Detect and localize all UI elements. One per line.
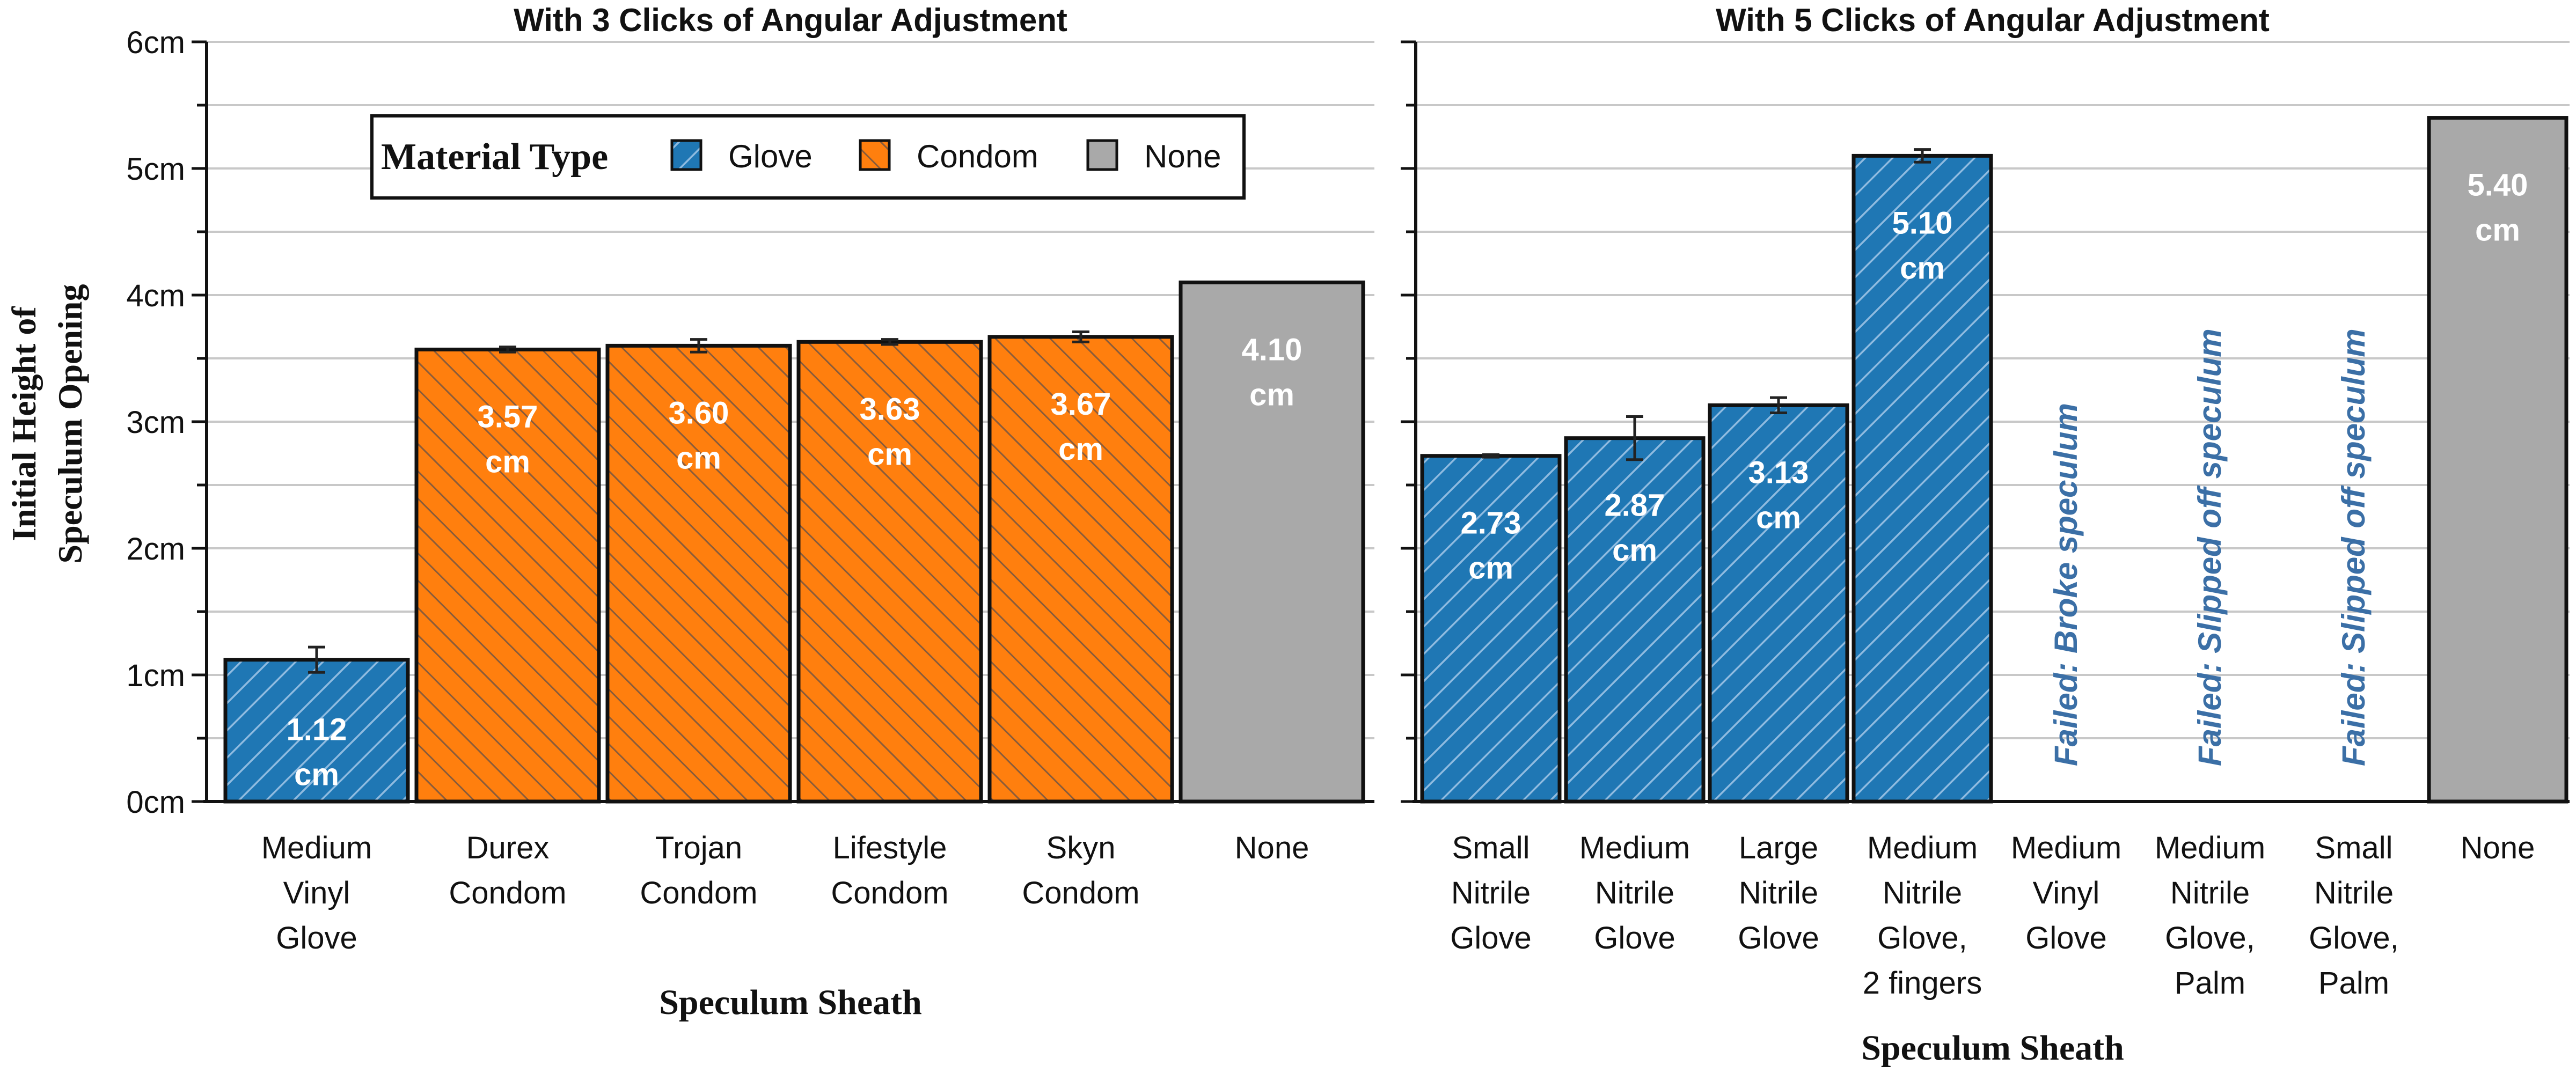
x-tick-label: Glove,: [2309, 921, 2399, 956]
x-tick-label: Trojan: [655, 831, 742, 865]
bar-value-label: cm: [485, 444, 530, 479]
x-tick-label: Glove,: [1877, 921, 1967, 956]
x-tick-label: Small: [1452, 831, 1529, 865]
x-tick-label: Condom: [640, 876, 757, 910]
bar-condom: [987, 335, 1174, 804]
x-tick-label: None: [1235, 831, 1309, 865]
bar-value-label: cm: [1612, 533, 1657, 568]
y-tick-label: 4cm: [126, 278, 185, 313]
bar-value-label: 1.12: [287, 712, 347, 747]
chart-title: With 5 Clicks of Angular Adjustment: [1716, 2, 2270, 38]
x-tick-label: Lifestyle: [833, 831, 947, 865]
x-tick-label: Medium: [261, 831, 372, 865]
legend-label: None: [1144, 138, 1221, 174]
x-tick-label: Condom: [449, 876, 566, 910]
failed-annotation: Failed: Broke speculum: [2048, 403, 2084, 766]
bar-condom: [414, 347, 601, 804]
x-tick-label: Durex: [466, 831, 550, 865]
bar-value-label: 2.73: [1461, 506, 1521, 541]
x-tick-label: Glove: [2025, 921, 2107, 956]
x-tick-label: 2 fingers: [1863, 966, 1982, 1001]
x-tick-label: Glove,: [2165, 921, 2255, 956]
x-tick-label: Nitrile: [2170, 876, 2250, 910]
x-tick-label: Palm: [2318, 966, 2389, 1001]
y-axis-label: Initial Height of: [5, 306, 43, 541]
bar-none: [1179, 280, 1365, 804]
bar-value-label: 3.67: [1051, 387, 1111, 422]
y-tick-label: 6cm: [126, 25, 185, 60]
legend-swatch: [670, 139, 702, 171]
x-tick-label: Medium: [2155, 831, 2265, 865]
bar-value-label: 3.63: [860, 392, 920, 427]
bar-value-label: 4.10: [1242, 332, 1302, 367]
x-tick-label: Nitrile: [1883, 876, 1962, 910]
x-tick-label: Nitrile: [1595, 876, 1674, 910]
x-tick-label: Medium: [2011, 831, 2121, 865]
bar-none: [2427, 116, 2568, 804]
legend-label: Glove: [728, 138, 813, 174]
y-tick-label: 2cm: [126, 532, 185, 567]
y-tick-label: 1cm: [126, 658, 185, 693]
x-tick-label: Large: [1739, 831, 1818, 865]
legend-box: [370, 114, 1246, 200]
bar-glove: [1420, 454, 1562, 804]
x-tick-label: Nitrile: [2314, 876, 2394, 910]
x-tick-label: None: [2461, 831, 2535, 865]
legend-title: Material Type: [381, 136, 608, 178]
y-tick-label: 5cm: [126, 152, 185, 187]
x-tick-label: Vinyl: [283, 876, 350, 910]
x-tick-label: Glove: [1594, 921, 1675, 956]
x-tick-label: Nitrile: [1739, 876, 1818, 910]
chart-title: With 3 Clicks of Angular Adjustment: [514, 2, 1067, 38]
bar-glove: [223, 658, 410, 804]
bar-value-label: 3.57: [478, 399, 538, 434]
bar-value-label: cm: [1468, 551, 1513, 586]
bar-value-label: 3.13: [1748, 455, 1809, 490]
x-tick-label: Glove: [1450, 921, 1532, 956]
bar-value-label: cm: [676, 440, 721, 475]
x-tick-label: Vinyl: [2033, 876, 2100, 910]
bar-value-label: 3.60: [669, 395, 729, 430]
x-tick-label: Condom: [831, 876, 948, 910]
bar-value-label: cm: [294, 758, 339, 792]
x-tick-label: Glove: [276, 921, 357, 956]
bar-value-label: 5.40: [2468, 168, 2528, 203]
x-tick-label: Medium: [1579, 831, 1690, 865]
bar-condom: [605, 343, 792, 804]
bar-value-label: cm: [1756, 500, 1801, 535]
failed-annotation: Failed: Slipped off speculum: [2192, 328, 2228, 766]
bar-value-label: cm: [1900, 251, 1945, 285]
x-tick-label: Nitrile: [1451, 876, 1531, 910]
x-tick-label: Small: [2315, 831, 2392, 865]
y-tick-label: 0cm: [126, 785, 185, 820]
bar-value-label: cm: [1249, 377, 1294, 412]
x-tick-label: Palm: [2175, 966, 2245, 1001]
bar-value-label: 2.87: [1605, 488, 1665, 523]
x-tick-label: Medium: [1867, 831, 1978, 865]
x-axis-label: Speculum Sheath: [1861, 1028, 2124, 1068]
y-axis-label: Speculum Opening: [51, 284, 89, 563]
legend-label: Condom: [917, 138, 1038, 174]
legend-swatch: [859, 139, 891, 171]
bar-glove: [1851, 153, 1993, 804]
bar-value-label: cm: [867, 437, 912, 472]
failed-annotation: Failed: Slipped off speculum: [2336, 328, 2372, 766]
x-tick-label: Condom: [1022, 876, 1139, 910]
bar-glove: [1564, 436, 1706, 804]
bar-value-label: cm: [2475, 213, 2520, 248]
x-axis-label: Speculum Sheath: [659, 983, 922, 1022]
x-tick-label: Skyn: [1046, 831, 1116, 865]
x-tick-label: Glove: [1738, 921, 1819, 956]
bar-condom: [796, 340, 983, 804]
bar-value-label: 5.10: [1892, 205, 1953, 240]
legend-swatch: [1086, 139, 1118, 171]
bar-value-label: cm: [1058, 432, 1103, 467]
y-tick-label: 3cm: [126, 405, 185, 440]
